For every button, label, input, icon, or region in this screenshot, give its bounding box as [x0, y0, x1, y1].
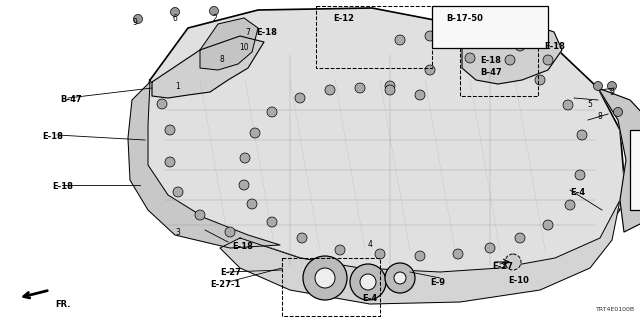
- Polygon shape: [128, 82, 280, 248]
- Text: 5: 5: [588, 100, 593, 109]
- Circle shape: [633, 156, 640, 180]
- Circle shape: [350, 264, 386, 300]
- Circle shape: [505, 55, 515, 65]
- Circle shape: [485, 243, 495, 253]
- Text: FR.: FR.: [55, 300, 70, 309]
- Text: E-27-1: E-27-1: [210, 280, 241, 289]
- Text: 4: 4: [367, 240, 372, 249]
- Text: 6: 6: [173, 14, 177, 23]
- Polygon shape: [200, 18, 258, 70]
- Polygon shape: [152, 36, 264, 98]
- Circle shape: [297, 233, 307, 243]
- Bar: [316, 6, 432, 68]
- Circle shape: [225, 227, 235, 237]
- Circle shape: [543, 220, 553, 230]
- Polygon shape: [138, 8, 626, 274]
- Text: 9: 9: [132, 18, 138, 27]
- Circle shape: [267, 217, 277, 227]
- Text: E-4: E-4: [362, 294, 378, 303]
- Circle shape: [543, 55, 553, 65]
- Circle shape: [385, 81, 395, 91]
- Text: TRT4E0100B: TRT4E0100B: [596, 307, 635, 312]
- Bar: [460, 48, 538, 96]
- Text: 9: 9: [609, 88, 614, 97]
- Circle shape: [636, 135, 640, 145]
- Circle shape: [607, 82, 616, 91]
- Circle shape: [394, 272, 406, 284]
- Polygon shape: [462, 22, 562, 84]
- Circle shape: [614, 108, 623, 116]
- Text: E-27: E-27: [220, 268, 241, 277]
- Circle shape: [165, 125, 175, 135]
- Circle shape: [335, 245, 345, 255]
- Polygon shape: [598, 88, 640, 232]
- Circle shape: [453, 249, 463, 259]
- Circle shape: [593, 82, 602, 91]
- Circle shape: [515, 233, 525, 243]
- Circle shape: [385, 85, 395, 95]
- Text: E-18: E-18: [257, 28, 277, 37]
- Circle shape: [170, 7, 179, 17]
- Circle shape: [250, 128, 260, 138]
- Bar: [282, 258, 380, 316]
- Text: 8: 8: [220, 55, 225, 64]
- Text: B-47: B-47: [480, 68, 502, 77]
- Text: E-27: E-27: [492, 262, 513, 271]
- Circle shape: [485, 33, 495, 43]
- Text: E-9: E-9: [430, 278, 445, 287]
- Text: 3: 3: [175, 228, 180, 237]
- Text: B-47: B-47: [60, 95, 82, 104]
- Circle shape: [195, 210, 205, 220]
- Text: E-18: E-18: [232, 242, 253, 251]
- Circle shape: [425, 65, 435, 75]
- Polygon shape: [220, 200, 620, 304]
- Circle shape: [209, 6, 218, 15]
- Circle shape: [165, 157, 175, 167]
- Circle shape: [515, 41, 525, 51]
- Text: E-18: E-18: [544, 42, 565, 51]
- Bar: [630, 130, 640, 210]
- Circle shape: [267, 107, 277, 117]
- Circle shape: [134, 14, 143, 23]
- Circle shape: [453, 29, 463, 39]
- Circle shape: [240, 153, 250, 163]
- Bar: [432, 6, 548, 48]
- Circle shape: [303, 256, 347, 300]
- Circle shape: [355, 83, 365, 93]
- Circle shape: [239, 180, 249, 190]
- Circle shape: [385, 263, 415, 293]
- Circle shape: [173, 187, 183, 197]
- Circle shape: [577, 130, 587, 140]
- Text: B-17-50: B-17-50: [447, 14, 483, 23]
- Circle shape: [565, 200, 575, 210]
- Circle shape: [465, 53, 475, 63]
- Circle shape: [505, 254, 521, 270]
- Circle shape: [315, 268, 335, 288]
- Text: E-12: E-12: [333, 14, 355, 23]
- Circle shape: [535, 75, 545, 85]
- Circle shape: [575, 170, 585, 180]
- Circle shape: [425, 31, 435, 41]
- Text: E-18: E-18: [480, 56, 501, 65]
- Circle shape: [325, 85, 335, 95]
- Circle shape: [415, 90, 425, 100]
- Text: 1: 1: [175, 82, 180, 91]
- Circle shape: [563, 100, 573, 110]
- Circle shape: [247, 199, 257, 209]
- Text: E-18: E-18: [52, 182, 73, 191]
- Circle shape: [415, 251, 425, 261]
- Text: 10: 10: [239, 43, 249, 52]
- Text: 8: 8: [598, 112, 602, 121]
- Text: E-10: E-10: [508, 276, 529, 285]
- Circle shape: [375, 249, 385, 259]
- Text: E-4: E-4: [570, 188, 585, 197]
- Circle shape: [360, 274, 376, 290]
- Text: E-18: E-18: [42, 132, 63, 141]
- Text: 7: 7: [246, 28, 250, 37]
- Circle shape: [395, 35, 405, 45]
- Circle shape: [295, 93, 305, 103]
- Circle shape: [157, 99, 167, 109]
- Text: 2: 2: [212, 14, 218, 23]
